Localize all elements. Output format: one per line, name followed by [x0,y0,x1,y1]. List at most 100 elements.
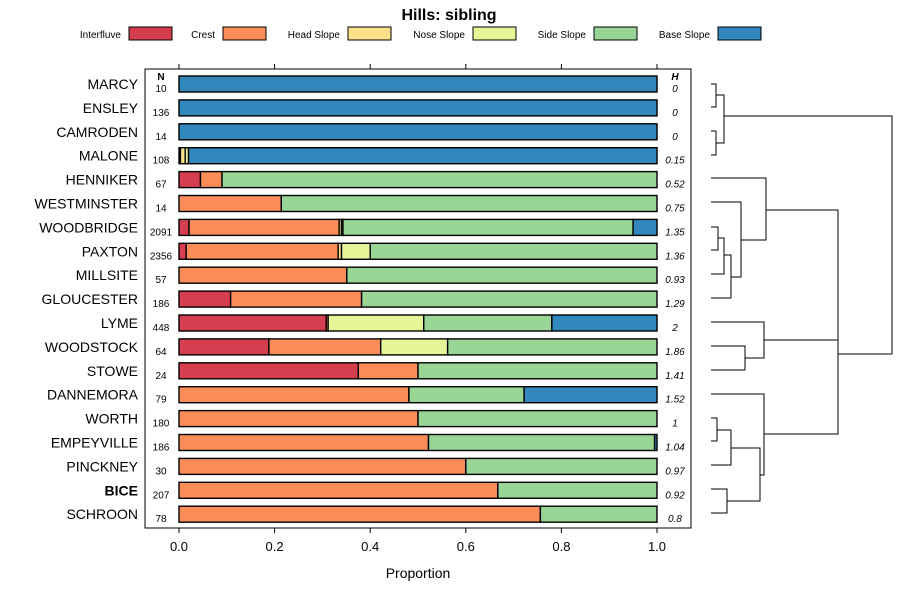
bar-segment [185,242,339,261]
bar-segment [178,266,348,284]
bar-segment [221,170,658,189]
row-h-value: 0 [672,108,678,119]
row-h-value: 2 [671,323,678,334]
row-label: DANNEMORA [47,387,139,403]
legend-swatch [347,26,392,41]
row-n-value: 2091 [150,227,173,238]
dendrogram-branch [711,417,718,442]
bar-segment [187,146,658,165]
row-h-value: 0.92 [665,490,685,501]
bar-segment [178,290,232,308]
bar-segment [178,218,190,237]
x-tick-label: 0.8 [552,539,570,554]
legend-label: Base Slope [659,30,711,41]
bar-segment [423,314,553,332]
dendrogram-branch [711,83,717,108]
row-n-value: 14 [155,204,167,215]
row-h-value: 1.41 [665,371,684,382]
row-n-value: 79 [155,395,167,406]
dendrogram-branch [711,321,765,359]
bar-segment [178,314,327,332]
x-tick-label: 0.6 [457,539,475,554]
legend-swatch [472,26,517,41]
x-axis-label: Proportion [386,565,451,581]
row-label: GLOUCESTER [42,291,138,307]
legend-label: Crest [191,30,215,41]
row-h-value: 1.29 [665,299,685,310]
row-n-value: 24 [155,371,167,382]
legend-label: Head Slope [288,30,341,41]
x-tick-label: 0.2 [266,539,284,554]
dendrogram-branch [766,209,839,354]
row-h-value: 0 [672,84,678,95]
x-tick-label: 1.0 [648,539,666,554]
row-n-value: 64 [155,347,167,358]
bar-segment [280,194,658,213]
bar-segment [465,457,658,476]
bar-segment [523,386,658,404]
dendrogram-branch [711,237,725,275]
row-n-value: 448 [153,323,170,334]
bar-segment [497,481,658,499]
row-label: WOODSTOCK [45,339,139,355]
bar-segment [539,505,658,523]
bar-segment [369,242,658,261]
row-label: ENSLEY [83,100,139,116]
bar-segment [178,123,658,141]
bar-segment [188,218,340,237]
bar-segment [380,338,449,356]
bar-segment [178,481,499,499]
dendrogram-branch [711,345,746,371]
bar-segment [178,457,467,476]
bar-segment [178,409,419,428]
bar-segment [408,386,525,404]
legend-label: Side Slope [538,30,587,41]
bar-segment [178,505,542,523]
dendrogram-branch [716,116,725,144]
row-h-value: 0.93 [665,275,685,286]
row-h-value: 1.52 [665,395,685,406]
row-h-value: 0.52 [665,180,685,191]
row-label: BICE [105,482,138,498]
h-header: H [671,72,679,83]
row-h-value: 1 [672,419,678,430]
bar-segment [178,75,658,93]
row-h-value: 1.35 [665,227,685,238]
bar-segment [446,338,658,356]
row-n-value: 57 [155,275,167,286]
dendrogram-branch [711,254,732,299]
legend-swatch [717,26,762,41]
dendrogram-branch [716,94,725,116]
bar-segment [268,338,382,356]
x-tick-label: 0.0 [170,539,188,554]
bar-segment [360,290,658,308]
bar-segment [178,338,270,356]
row-h-value: 1.04 [665,443,685,454]
n-header: N [157,72,164,83]
row-label: SCHROON [66,506,138,522]
row-label: MILLSITE [76,267,138,283]
dendrogram-branch [711,130,717,156]
rows: MARCY 10 0 ENSLEY 136 0 CAMRODEN 14 0 MALONE 108 0.… [35,75,685,525]
legend: Interfluve Crest Head Slope Nose Slope Side … [80,26,762,41]
bar-segment [178,99,658,117]
row-n-value: 14 [155,132,167,143]
row-label: MARCY [87,76,138,92]
bar-segment [327,314,425,332]
row-label: WOODBRIDGE [39,219,138,235]
bar-segment [417,409,658,428]
dendrogram-branch [764,340,839,435]
bar-segment [653,433,658,452]
bar-segment [229,290,363,308]
row-label: EMPEYVILLE [51,435,138,451]
row-n-value: 186 [153,299,170,310]
dendrogram-branch [727,447,761,502]
bar-segment [357,362,419,380]
row-n-value: 67 [155,180,167,191]
bar-segment [346,266,658,284]
legend-label: Nose Slope [413,30,465,41]
bar-segment [340,242,371,261]
row-n-value: 2356 [150,251,173,262]
row-h-value: 0.97 [665,466,685,477]
x-axis: 0.0 0.2 0.4 0.6 0.8 1.0 [170,64,666,554]
